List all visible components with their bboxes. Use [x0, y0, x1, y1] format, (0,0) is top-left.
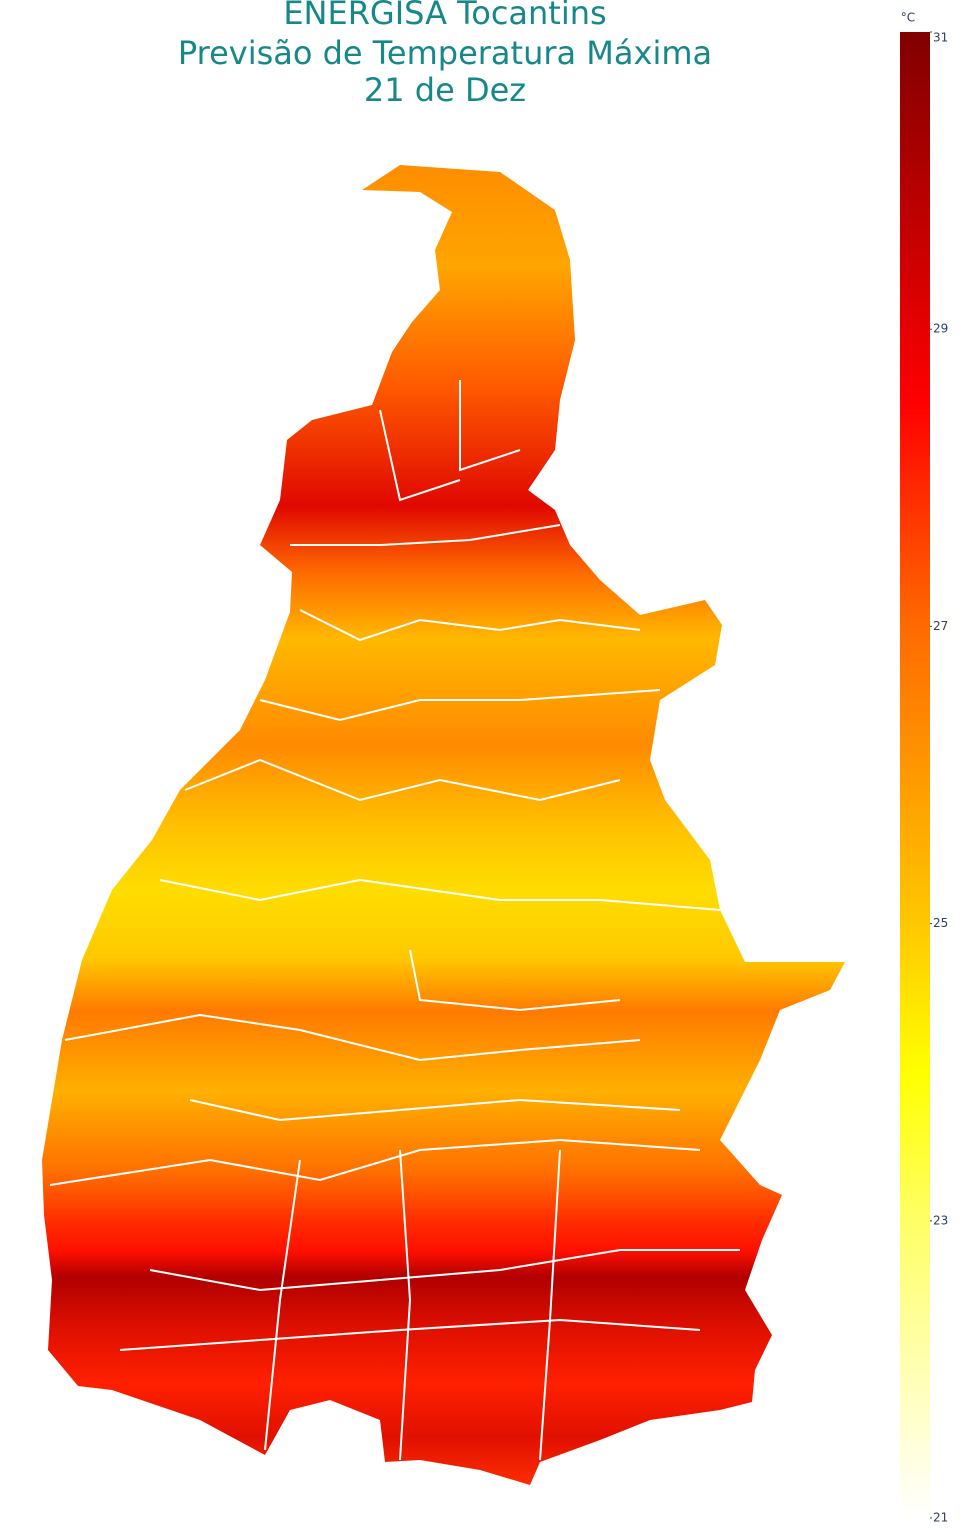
colorbar-title: °C: [901, 11, 915, 25]
title-line: ENERGISA Tocantins: [283, 0, 606, 32]
title-line: 21 de Dez: [364, 71, 526, 109]
colorbar-tick-label: 21: [933, 1511, 948, 1525]
colorbar-tick-label: 27: [933, 619, 948, 633]
state-map: [42, 165, 845, 1485]
colorbar-tick-label: 23: [933, 1213, 948, 1227]
colorbar: °C 21 23 25 27 29 31: [900, 11, 948, 1525]
state-shape: [42, 165, 845, 1485]
colorbar-scale: [900, 32, 930, 1518]
municipal-borders: [49, 380, 740, 1461]
title-line: Previsão de Temperatura Máxima: [178, 34, 712, 72]
colorbar-tick-label: 29: [933, 322, 948, 336]
colorbar-tick-label: 31: [933, 31, 948, 45]
colorbar-tick-label: 25: [933, 916, 948, 930]
